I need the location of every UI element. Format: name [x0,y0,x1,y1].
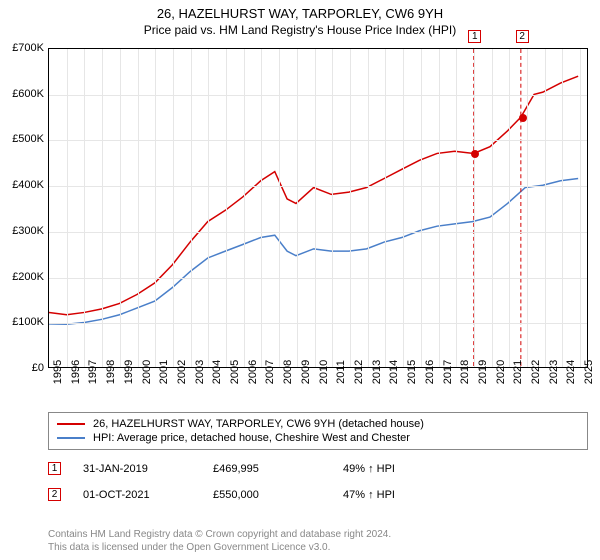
footer-line: Contains HM Land Registry data © Crown c… [48,528,588,541]
chart-subtitle: Price paid vs. HM Land Registry's House … [0,21,600,37]
x-axis-label: 2024 [565,360,577,384]
attribution-footer: Contains HM Land Registry data © Crown c… [48,528,588,554]
x-axis-label: 2019 [477,360,489,384]
y-axis-label: £400K [0,179,44,191]
x-axis-label: 2004 [211,360,223,384]
x-axis-label: 1995 [52,360,64,384]
x-axis-label: 2016 [424,360,436,384]
x-axis-label: 2017 [442,360,454,384]
y-axis-label: £600K [0,88,44,100]
x-axis-label: 1996 [70,360,82,384]
x-axis-label: 1997 [87,360,99,384]
x-axis-label: 2009 [300,360,312,384]
series-line [49,178,578,324]
chart-container: { "title": "26, HAZELHURST WAY, TARPORLE… [0,0,600,560]
x-axis-label: 1999 [123,360,135,384]
transaction-row: 1 31-JAN-2019 £469,995 49% ↑ HPI [48,462,588,475]
series-line [49,76,578,314]
x-axis-label: 1998 [105,360,117,384]
x-axis-label: 2023 [548,360,560,384]
x-axis-label: 2002 [176,360,188,384]
chart-title: 26, HAZELHURST WAY, TARPORLEY, CW6 9YH [0,0,600,21]
transaction-pct: 49% ↑ HPI [343,463,588,475]
x-axis-label: 2005 [229,360,241,384]
legend: 26, HAZELHURST WAY, TARPORLEY, CW6 9YH (… [48,412,588,450]
y-axis-label: £200K [0,271,44,283]
transaction-marker-icon: 1 [48,462,61,475]
x-axis-label: 2022 [530,360,542,384]
y-axis-label: £0 [0,362,44,374]
x-axis-label: 2025 [583,360,595,384]
x-axis-label: 2011 [335,360,347,384]
x-axis-label: 2020 [495,360,507,384]
x-axis-label: 2007 [264,360,276,384]
x-axis-label: 2003 [194,360,206,384]
transaction-marker-icon: 1 [468,30,481,43]
x-axis-label: 2018 [459,360,471,384]
transaction-pct: 47% ↑ HPI [343,489,588,501]
x-axis-label: 2013 [371,360,383,384]
transaction-dot-icon [471,150,479,158]
transaction-dot-icon [519,114,527,122]
transaction-date: 01-OCT-2021 [83,489,213,501]
y-axis-label: £700K [0,42,44,54]
legend-label: HPI: Average price, detached house, Ches… [93,432,410,444]
y-axis-label: £300K [0,225,44,237]
x-axis-label: 2000 [141,360,153,384]
x-axis-label: 2001 [158,360,170,384]
y-axis-label: £500K [0,133,44,145]
transaction-marker-icon: 2 [516,30,529,43]
x-axis-label: 2012 [353,360,365,384]
y-axis-label: £100K [0,316,44,328]
x-axis-label: 2015 [406,360,418,384]
transaction-price: £550,000 [213,489,343,501]
transaction-date: 31-JAN-2019 [83,463,213,475]
chart-svg [49,49,587,367]
legend-item: HPI: Average price, detached house, Ches… [57,431,579,445]
transaction-row: 2 01-OCT-2021 £550,000 47% ↑ HPI [48,488,588,501]
transaction-price: £469,995 [213,463,343,475]
footer-line: This data is licensed under the Open Gov… [48,541,588,554]
plot-area [48,48,588,368]
legend-label: 26, HAZELHURST WAY, TARPORLEY, CW6 9YH (… [93,418,424,430]
x-axis-label: 2008 [282,360,294,384]
legend-swatch [57,423,85,425]
x-axis-label: 2010 [318,360,330,384]
x-axis-label: 2021 [512,360,524,384]
transaction-marker-icon: 2 [48,488,61,501]
x-axis-label: 2014 [388,360,400,384]
legend-item: 26, HAZELHURST WAY, TARPORLEY, CW6 9YH (… [57,417,579,431]
x-axis-label: 2006 [247,360,259,384]
legend-swatch [57,437,85,439]
